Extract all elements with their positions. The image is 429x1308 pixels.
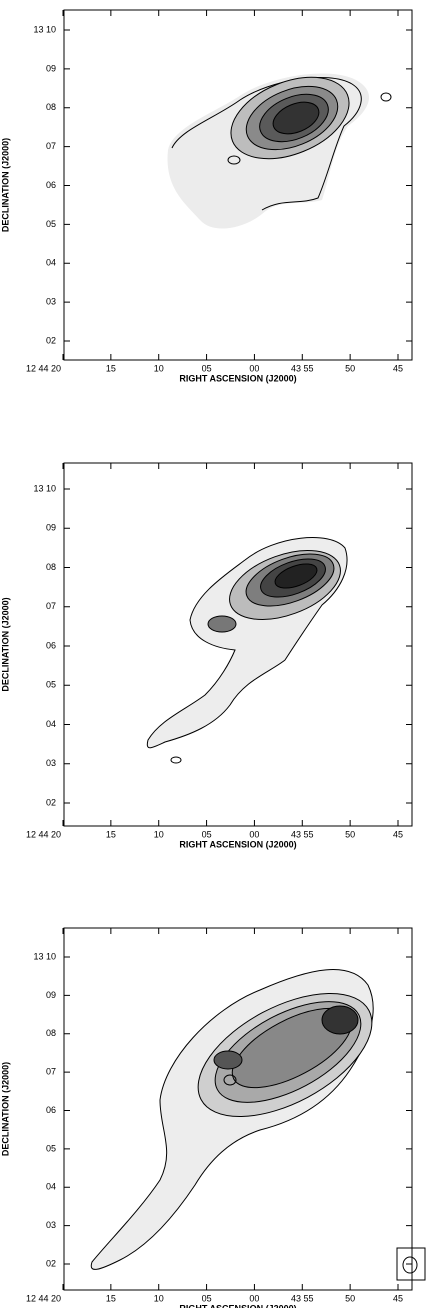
y-tick-label: 04: [46, 258, 56, 268]
y-tick-label: 09: [46, 990, 56, 1000]
plot-frame: [63, 927, 413, 1291]
x-axis-label: RIGHT ASCENSION (J2000): [179, 839, 296, 849]
y-tick-label: 09: [46, 523, 56, 533]
x-tick-label: 43 55: [291, 363, 314, 373]
y-tick-label: 06: [46, 640, 56, 650]
x-tick-label: 00: [249, 829, 259, 839]
y-tick-label: 06: [46, 180, 56, 190]
y-tick-label: 05: [46, 1143, 56, 1153]
x-tick-label: 50: [345, 363, 355, 373]
y-tick-label: 07: [46, 141, 56, 151]
emission-map: [146, 537, 348, 764]
y-tick-label: 13 10: [33, 24, 56, 34]
x-tick-label: 45: [393, 829, 403, 839]
plot-frame: [63, 462, 413, 827]
x-tick-label: 00: [249, 363, 259, 373]
x-tick-label: 12 44 20: [26, 829, 61, 839]
y-tick-label: 09: [46, 63, 56, 73]
y-tick-label: 02: [46, 1258, 56, 1268]
y-tick-label: 04: [46, 719, 56, 729]
x-tick-label: 05: [202, 363, 212, 373]
panel: 13 10 09 08 07 06 05 04 03 02 12 44 20 15 10 05 00 43 …: [0, 927, 413, 1308]
y-tick-label: 06: [46, 1105, 56, 1115]
y-tick-label: 03: [46, 297, 56, 307]
x-tick-label: 45: [393, 363, 403, 373]
y-tick-label: 02: [46, 335, 56, 345]
panel: 13 10 09 08 07 06 05 04 03 02 12 44 20 15 10 05 00 43 …: [0, 9, 413, 383]
x-tick-label: 43 55: [291, 829, 314, 839]
emission-map: [167, 73, 392, 229]
x-tick-label: 12 44 20: [26, 363, 61, 373]
y-tick-label: 03: [46, 1220, 56, 1230]
x-tick-label: 45: [393, 1293, 403, 1303]
x-tick-label: 10: [154, 829, 164, 839]
x-tick-label: 10: [154, 363, 164, 373]
x-tick-label: 15: [106, 829, 116, 839]
y-tick-label: 05: [46, 219, 56, 229]
y-tick-label: 13 10: [33, 483, 56, 493]
x-tick-label: 05: [202, 1293, 212, 1303]
x-tick-label: 10: [154, 1293, 164, 1303]
y-tick-label: 08: [46, 1028, 56, 1038]
y-tick-label: 07: [46, 601, 56, 611]
y-axis-label: DECLINATION (J2000): [0, 138, 10, 232]
panel: 13 10 09 08 07 06 05 04 03 02 12 44 20 15 10 05 00 43 …: [0, 462, 413, 849]
x-tick-label: 15: [106, 363, 116, 373]
y-axis-label: DECLINATION (J2000): [0, 597, 10, 691]
x-tick-label: 05: [202, 829, 212, 839]
emission-map: [90, 969, 426, 1281]
x-tick-label: 00: [249, 1293, 259, 1303]
y-tick-label: 13 10: [33, 951, 56, 961]
y-tick-label: 04: [46, 1182, 56, 1192]
x-tick-label: 50: [345, 829, 355, 839]
x-tick-label: 50: [345, 1293, 355, 1303]
y-tick-label: 03: [46, 758, 56, 768]
y-tick-label: 08: [46, 102, 56, 112]
y-tick-label: 07: [46, 1067, 56, 1077]
y-tick-label: 08: [46, 562, 56, 572]
x-tick-label: 43 55: [291, 1293, 314, 1303]
y-tick-label: 02: [46, 797, 56, 807]
y-axis-label: DECLINATION (J2000): [0, 1062, 10, 1156]
x-tick-label: 12 44 20: [26, 1293, 61, 1303]
y-tick-label: 05: [46, 680, 56, 690]
x-axis-label: RIGHT ASCENSION (J2000): [179, 1303, 296, 1308]
x-tick-label: 15: [106, 1293, 116, 1303]
x-axis-label: RIGHT ASCENSION (J2000): [179, 373, 296, 383]
